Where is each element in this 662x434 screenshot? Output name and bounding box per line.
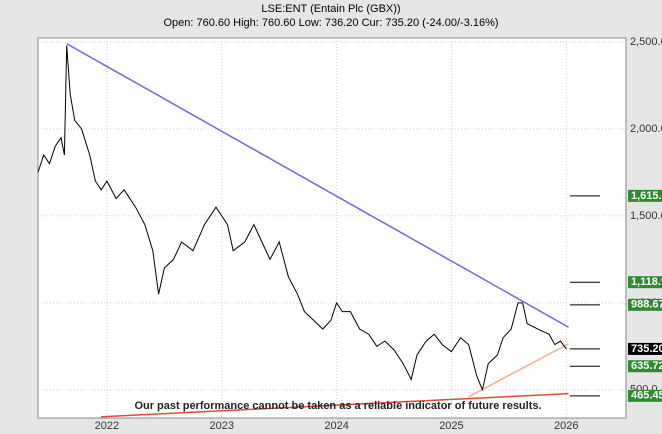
trend-line (101, 392, 569, 418)
level-box (628, 276, 662, 289)
x-tick-label: 2023 (210, 420, 234, 432)
level-label: 465.45 (631, 390, 662, 402)
x-tick-label: 2025 (439, 420, 463, 432)
disclaimer: Our past performance cannot be taken as … (134, 400, 541, 412)
level-label: 735.20 (631, 343, 662, 355)
level-box (628, 342, 662, 355)
level-label: 1,118.9 (631, 276, 662, 288)
level-box (628, 298, 662, 311)
x-tick-label: 2024 (324, 420, 348, 432)
y-tick-label: 1,500.0 (630, 210, 662, 222)
level-label: 635.72 (631, 360, 662, 372)
x-tick-label: 2026 (554, 420, 578, 432)
x-tick-label: 2022 (95, 420, 119, 432)
level-box (628, 360, 662, 373)
trend-line (66, 43, 569, 328)
plot-area (37, 37, 627, 419)
level-box (628, 389, 662, 402)
price-line (37, 45, 567, 392)
level-box (628, 189, 662, 202)
y-tick-label: 2,500.0 (630, 36, 662, 48)
chart-title: LSE:ENT (Entain Plc (GBX)) (261, 3, 400, 15)
level-label: 988.67 (631, 299, 662, 311)
chart-subtitle: Open: 760.60 High: 760.60 Low: 736.20 Cu… (163, 17, 498, 29)
level-label: 1,615.3 (631, 190, 662, 202)
trend-line (468, 343, 569, 398)
y-tick-label: 2,000.0 (630, 123, 662, 135)
